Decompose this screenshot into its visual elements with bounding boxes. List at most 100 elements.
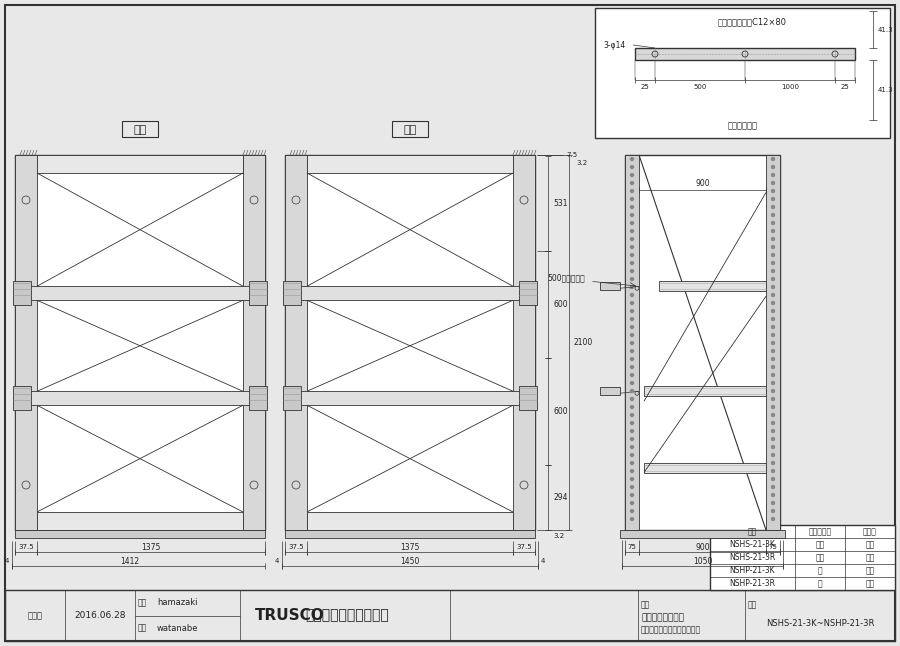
Text: 付: 付 bbox=[818, 566, 823, 575]
Bar bbox=[249, 386, 267, 410]
Text: 検図: 検図 bbox=[138, 598, 148, 607]
Circle shape bbox=[631, 342, 634, 344]
Circle shape bbox=[631, 382, 634, 384]
Circle shape bbox=[631, 357, 634, 360]
Bar bbox=[122, 121, 158, 137]
Circle shape bbox=[771, 262, 775, 264]
Text: 3.2: 3.2 bbox=[553, 533, 564, 539]
Text: 2016.06.28: 2016.06.28 bbox=[74, 611, 126, 620]
Bar bbox=[635, 48, 855, 60]
Text: 単体: 単体 bbox=[866, 566, 875, 575]
Circle shape bbox=[771, 229, 775, 233]
Text: 品番: 品番 bbox=[748, 527, 757, 536]
Text: 41.3: 41.3 bbox=[878, 87, 894, 93]
Bar bbox=[595, 8, 890, 138]
Text: 3-φ14: 3-φ14 bbox=[603, 41, 625, 50]
Circle shape bbox=[771, 390, 775, 393]
Circle shape bbox=[631, 253, 634, 256]
Bar bbox=[600, 282, 620, 290]
Bar bbox=[37, 512, 243, 530]
Bar bbox=[15, 391, 265, 405]
Text: 900: 900 bbox=[695, 180, 710, 189]
Text: 7.5: 7.5 bbox=[566, 152, 577, 158]
Bar bbox=[283, 281, 301, 306]
Text: なし: なし bbox=[815, 540, 824, 549]
Circle shape bbox=[771, 477, 775, 481]
Text: NSHP-21-3R: NSHP-21-3R bbox=[730, 579, 776, 588]
Circle shape bbox=[631, 517, 634, 521]
Circle shape bbox=[771, 357, 775, 360]
Text: 単体: 単体 bbox=[866, 540, 875, 549]
Circle shape bbox=[631, 286, 634, 289]
Bar bbox=[625, 155, 780, 530]
Text: 連結: 連結 bbox=[866, 553, 875, 562]
Circle shape bbox=[631, 238, 634, 240]
Bar bbox=[600, 387, 620, 395]
Text: watanabe: watanabe bbox=[157, 624, 199, 632]
Circle shape bbox=[771, 430, 775, 433]
Circle shape bbox=[631, 165, 634, 169]
Text: 75: 75 bbox=[769, 544, 778, 550]
Circle shape bbox=[631, 421, 634, 424]
Text: 4: 4 bbox=[4, 558, 9, 564]
Text: 1050: 1050 bbox=[693, 556, 712, 565]
Text: 連結: 連結 bbox=[866, 579, 875, 588]
Circle shape bbox=[631, 222, 634, 225]
Text: アンカー位置: アンカー位置 bbox=[727, 121, 758, 130]
Bar bbox=[519, 386, 537, 410]
Text: 単体: 単体 bbox=[403, 125, 417, 135]
Bar bbox=[283, 386, 301, 410]
Circle shape bbox=[771, 286, 775, 289]
Circle shape bbox=[631, 326, 634, 329]
Text: 294: 294 bbox=[553, 494, 568, 502]
Circle shape bbox=[631, 486, 634, 488]
Text: 25: 25 bbox=[641, 84, 650, 90]
Text: NSHS-21-3K~NSHP-21-3R: NSHS-21-3K~NSHP-21-3R bbox=[766, 619, 874, 628]
Circle shape bbox=[771, 222, 775, 225]
Bar bbox=[519, 281, 537, 306]
Bar bbox=[15, 155, 265, 530]
Circle shape bbox=[631, 174, 634, 176]
Bar bbox=[285, 286, 535, 300]
Text: 37.5: 37.5 bbox=[288, 544, 304, 550]
Circle shape bbox=[771, 198, 775, 200]
Circle shape bbox=[771, 213, 775, 216]
Text: 4: 4 bbox=[541, 558, 545, 564]
Circle shape bbox=[631, 262, 634, 264]
Circle shape bbox=[631, 229, 634, 233]
Text: トラスコ中山株式会社: トラスコ中山株式会社 bbox=[305, 609, 389, 623]
Circle shape bbox=[771, 373, 775, 377]
Circle shape bbox=[771, 309, 775, 313]
Circle shape bbox=[771, 366, 775, 368]
Text: 25: 25 bbox=[841, 84, 850, 90]
Text: 41.3: 41.3 bbox=[878, 26, 894, 32]
Circle shape bbox=[631, 317, 634, 320]
Text: 3.2: 3.2 bbox=[576, 160, 587, 166]
Bar bbox=[249, 281, 267, 306]
Bar bbox=[15, 286, 265, 300]
Circle shape bbox=[771, 302, 775, 304]
Text: 531: 531 bbox=[553, 199, 568, 208]
Text: 4: 4 bbox=[274, 558, 279, 564]
Text: 75: 75 bbox=[627, 544, 636, 550]
Circle shape bbox=[771, 342, 775, 344]
Circle shape bbox=[631, 302, 634, 304]
Circle shape bbox=[631, 278, 634, 280]
Circle shape bbox=[631, 293, 634, 297]
Circle shape bbox=[631, 470, 634, 472]
Bar bbox=[13, 281, 31, 306]
Text: スライダーラック: スライダーラック bbox=[641, 614, 684, 623]
Text: なし: なし bbox=[815, 553, 824, 562]
Bar bbox=[644, 463, 766, 472]
Text: NSHS-21-3R: NSHS-21-3R bbox=[729, 553, 776, 562]
Circle shape bbox=[631, 453, 634, 457]
Text: TRUSCO: TRUSCO bbox=[255, 608, 325, 623]
Circle shape bbox=[631, 406, 634, 408]
Circle shape bbox=[631, 213, 634, 216]
Circle shape bbox=[631, 158, 634, 160]
Circle shape bbox=[631, 430, 634, 433]
Bar bbox=[15, 530, 265, 538]
Circle shape bbox=[771, 269, 775, 273]
Text: 品名: 品名 bbox=[641, 601, 650, 610]
Text: 1412: 1412 bbox=[121, 556, 140, 565]
